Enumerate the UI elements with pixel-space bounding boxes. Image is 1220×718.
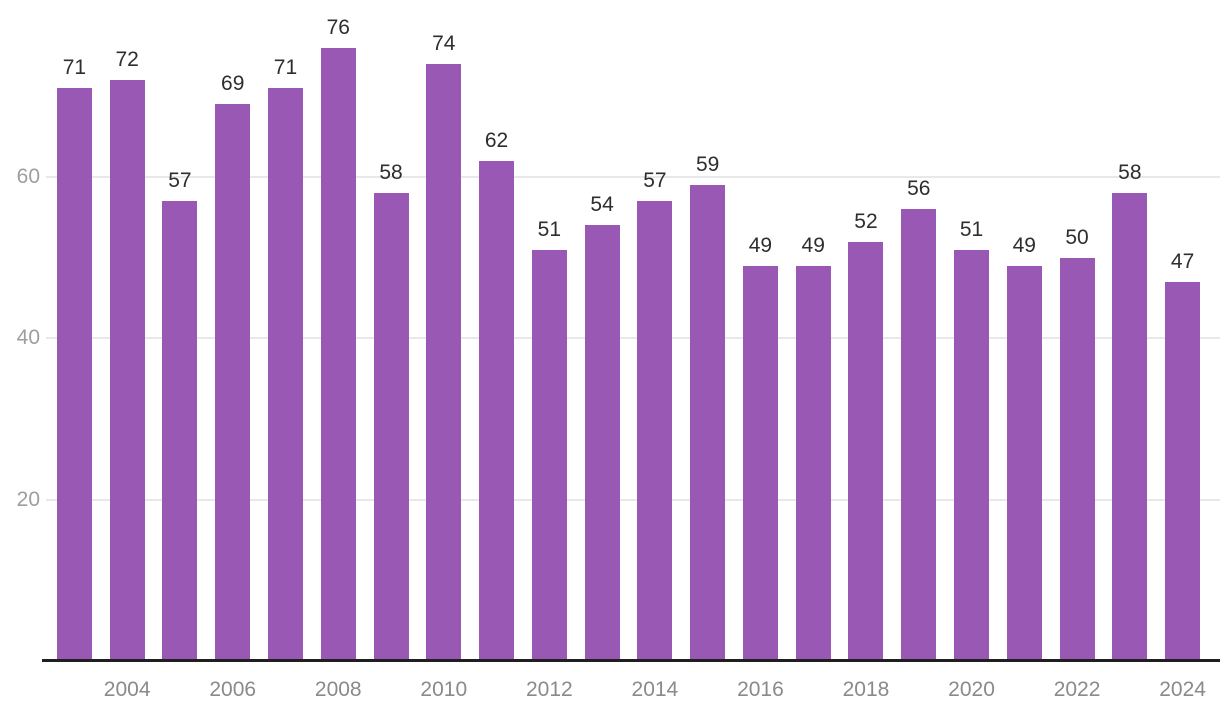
x-tick-label-2016: 2016 (737, 678, 784, 701)
bar-2023 (1112, 193, 1148, 661)
gridline-y-20 (46, 498, 1220, 501)
bar-value-label-2012: 51 (537, 217, 561, 241)
bar-2022 (1059, 257, 1095, 661)
bar-value-label-2023: 58 (1118, 161, 1142, 185)
bar-2014 (637, 201, 673, 661)
bar-value-label-2011: 62 (484, 128, 509, 152)
bar-2016 (742, 265, 778, 661)
bar-2008 (320, 47, 356, 661)
bar-value-label-2007: 71 (273, 56, 298, 80)
bar-value-label-2015: 59 (695, 153, 720, 177)
x-tick-label-2022: 2022 (1053, 678, 1101, 701)
bar-2006 (215, 104, 251, 661)
bar-2015 (690, 185, 726, 661)
bar-2005 (162, 201, 198, 661)
bar-2017 (795, 265, 831, 661)
x-tick-label-2012: 2012 (525, 678, 573, 701)
bar-2010 (426, 64, 462, 661)
bar-2004 (109, 80, 145, 661)
bar-2007 (267, 88, 303, 661)
bar-2003 (56, 88, 92, 661)
bar-2020 (954, 249, 990, 661)
gridline-y-40 (46, 337, 1220, 340)
bar-value-label-2022: 50 (1065, 225, 1089, 249)
bar-2018 (848, 241, 884, 661)
bar-value-label-2017: 49 (801, 233, 825, 257)
bar-value-label-2009: 58 (379, 161, 403, 185)
bar-value-label-2005: 57 (168, 169, 192, 193)
x-tick-label-2010: 2010 (420, 678, 468, 701)
bar-value-label-2019: 56 (907, 177, 931, 201)
x-tick-label-2018: 2018 (842, 678, 890, 701)
bar-value-label-2014: 57 (643, 169, 667, 193)
bar-value-label-2004: 72 (115, 48, 139, 72)
x-tick-label-2024: 2024 (1159, 678, 1206, 701)
bar-value-label-2020: 51 (959, 217, 984, 241)
x-tick-label-2014: 2014 (631, 678, 679, 701)
bar-value-label-2008: 76 (326, 15, 350, 39)
bar-value-label-2016: 49 (748, 233, 773, 257)
bar-2011 (479, 160, 515, 661)
bar-value-label-2013: 54 (590, 193, 614, 217)
bar-value-label-2024: 47 (1170, 249, 1195, 273)
bar-value-label-2021: 49 (1012, 233, 1036, 257)
bar-value-label-2006: 69 (221, 72, 245, 96)
bar-2019 (901, 209, 937, 661)
x-tick-label-2020: 2020 (948, 678, 995, 701)
x-tick-label-2006: 2006 (209, 678, 257, 701)
bar-2024 (1165, 281, 1201, 661)
y-tick-label-40: 40 (16, 326, 40, 350)
bar-2012 (531, 249, 567, 661)
bar-2009 (373, 193, 409, 661)
y-tick-label-20: 20 (16, 487, 40, 511)
y-tick-label-60: 60 (16, 164, 40, 188)
gridline-y-60 (46, 175, 1220, 178)
bar-2021 (1006, 265, 1042, 661)
bar-value-label-2003: 71 (62, 56, 87, 80)
bar-value-label-2018: 52 (854, 209, 878, 233)
x-axis-line (42, 659, 1220, 662)
x-tick-label-2004: 2004 (103, 678, 151, 701)
bar-2013 (584, 225, 620, 661)
x-tick-label-2008: 2008 (314, 678, 362, 701)
bar-value-label-2010: 74 (432, 32, 456, 56)
